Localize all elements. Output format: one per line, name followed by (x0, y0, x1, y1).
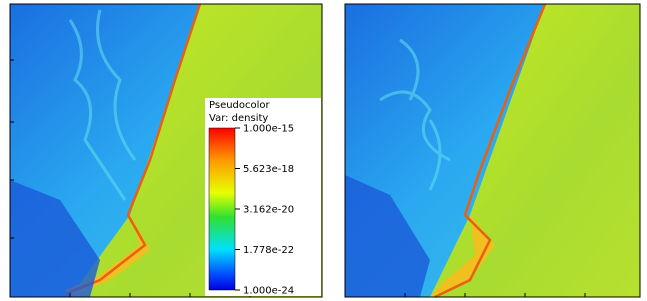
colorbar-tick-label: 1.778e-22 (243, 245, 294, 256)
legend-variable: Var: density (209, 113, 268, 124)
colorbar (209, 128, 235, 290)
colorbar-tick-label: 5.623e-18 (243, 164, 294, 175)
colorbar-tick-label: 1.000e-15 (243, 124, 294, 135)
right-panel (345, 4, 640, 297)
legend-title: Pseudocolor (209, 100, 271, 111)
colorbar-tick-label: 1.000e-24 (243, 286, 294, 297)
figure: Pseudocolor Var: density 1.000e-15 5.623e… (0, 0, 647, 301)
panels: Pseudocolor Var: density 1.000e-15 5.623e… (0, 0, 647, 301)
colorbar-tick-label: 3.162e-20 (243, 205, 294, 216)
